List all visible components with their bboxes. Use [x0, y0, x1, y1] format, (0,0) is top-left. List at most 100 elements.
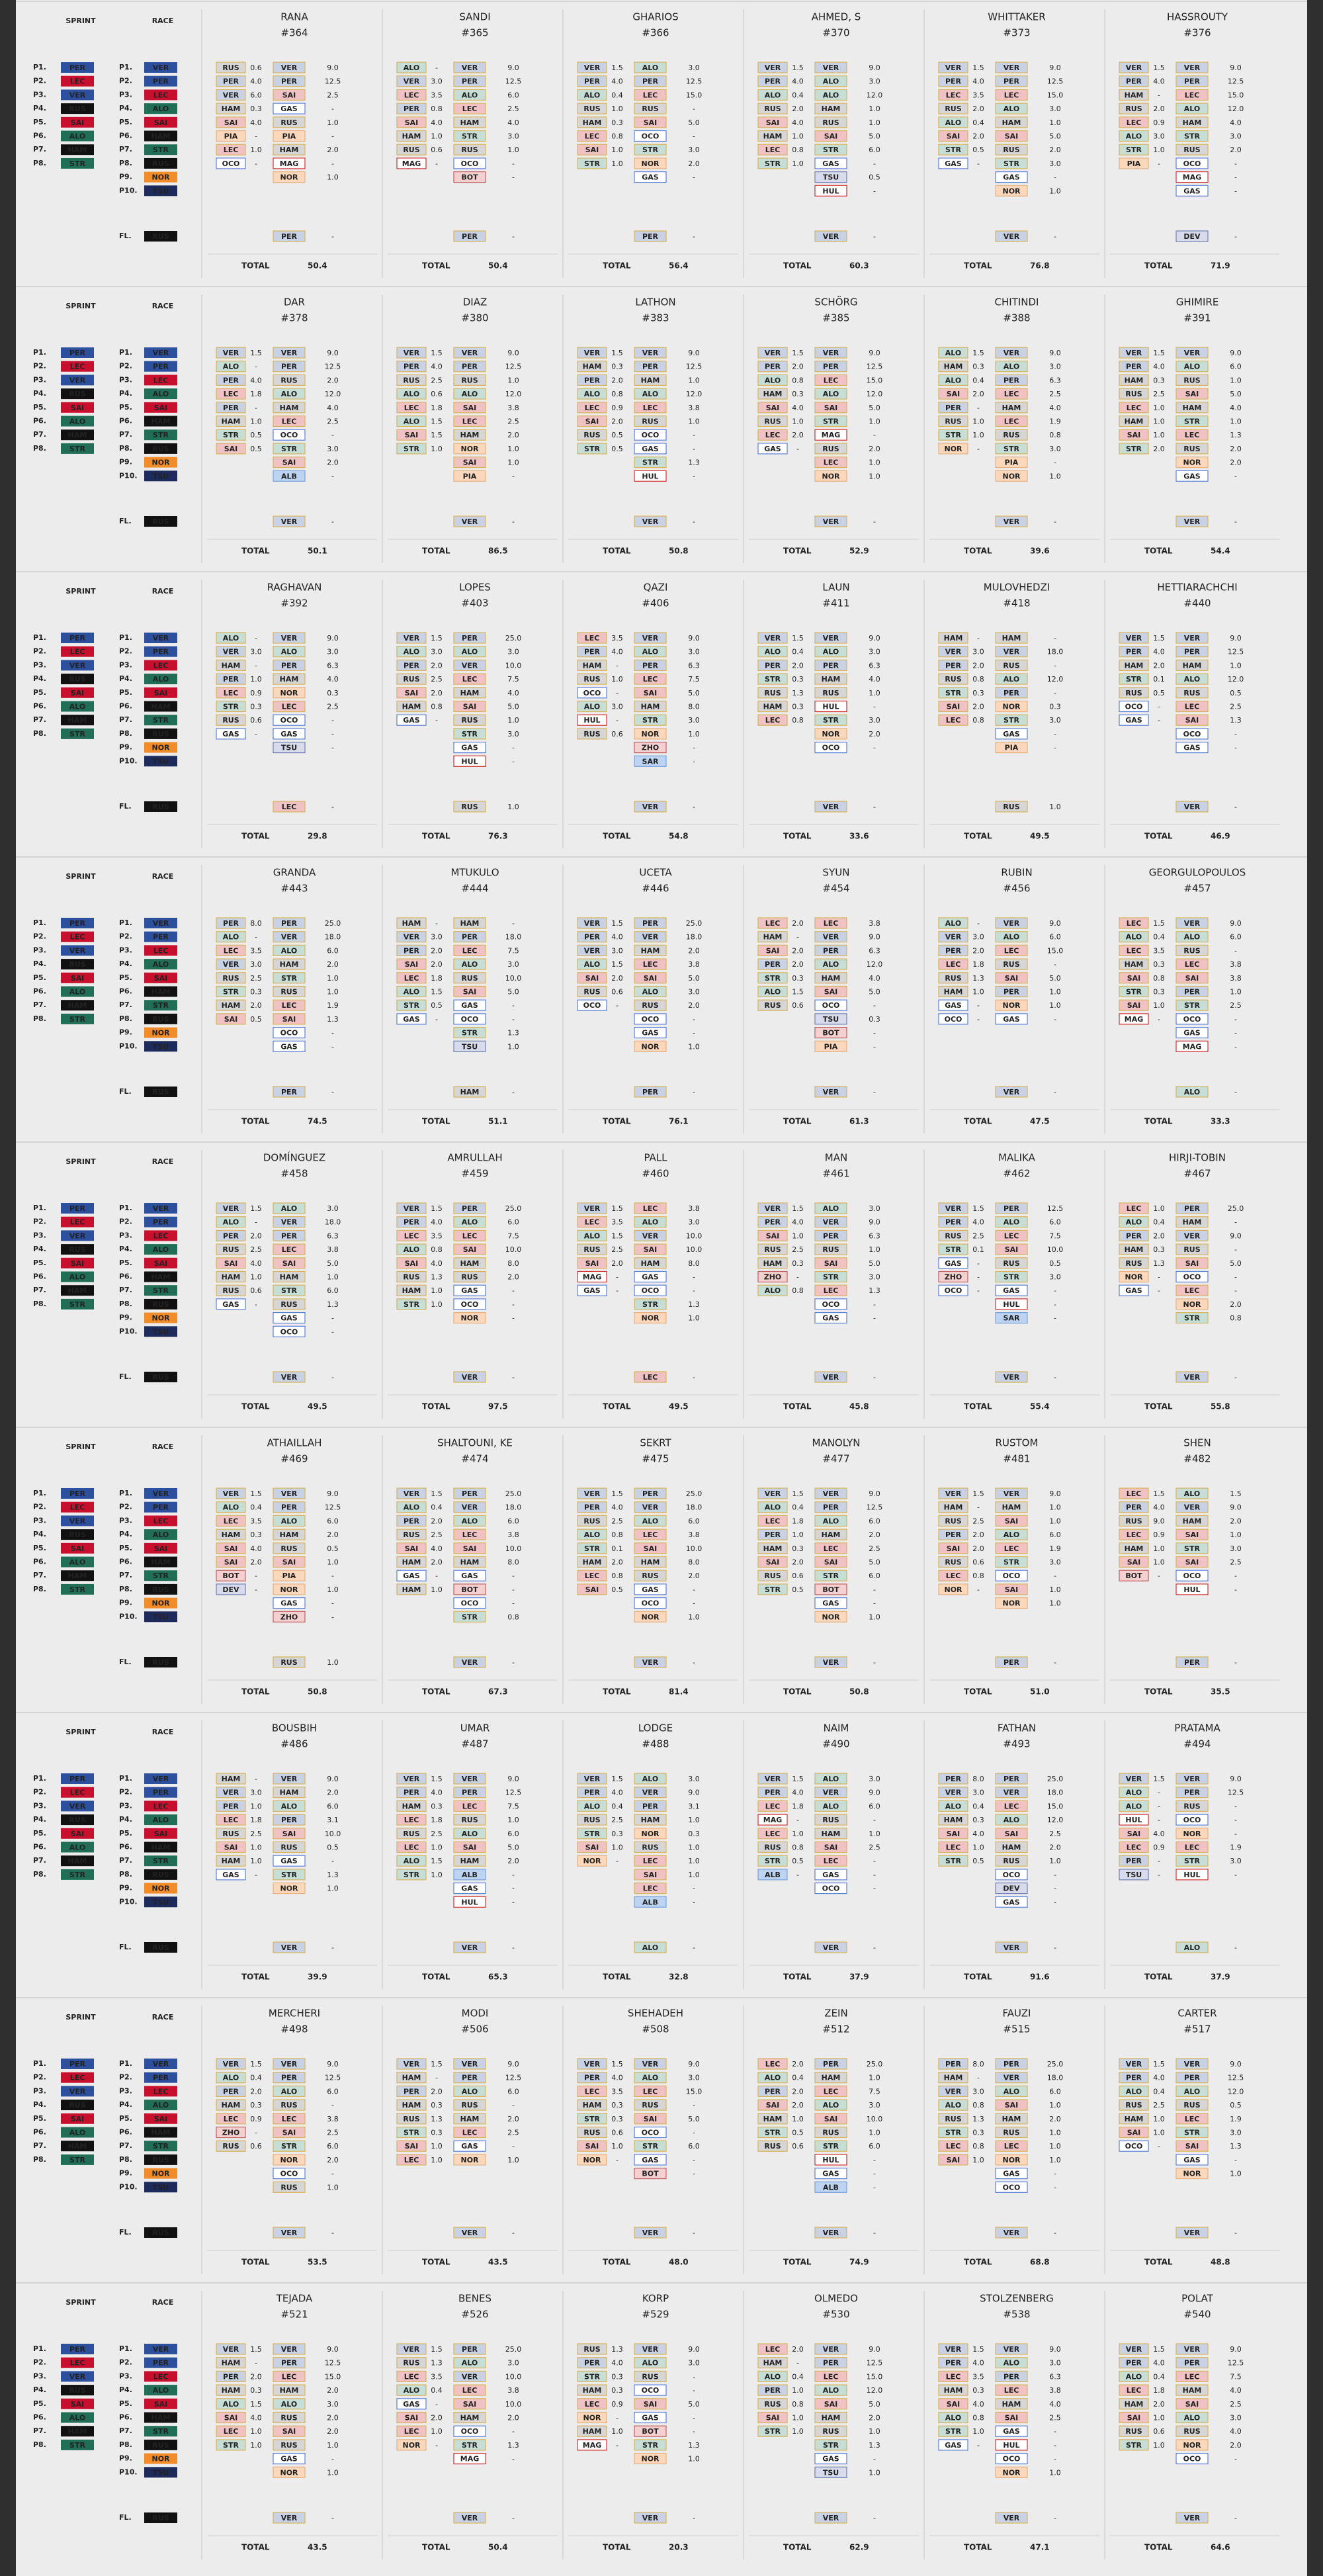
race-result: NOR: [151, 2170, 170, 2178]
race-pick: RUS: [642, 1001, 658, 1010]
race-points: -: [873, 1857, 876, 1865]
race-points: 9.0: [1230, 1231, 1242, 1240]
race-result-box: [144, 130, 177, 142]
sprint-pick: PER: [945, 661, 962, 670]
race-pick: HAM: [822, 2074, 841, 2082]
race-points: -: [693, 1286, 695, 1295]
race-pick: NOR: [280, 1885, 298, 1893]
race-pick: STR: [642, 146, 658, 154]
race-pick-box: [453, 157, 486, 169]
sprint-pick: PER: [1126, 1503, 1142, 1512]
race-points: 3.0: [1049, 1558, 1061, 1567]
race-points: -: [1234, 1245, 1237, 1254]
sprint-points: -: [977, 1286, 980, 1295]
race-pick: PER: [1003, 77, 1020, 86]
race-pick: SAI: [644, 1544, 658, 1553]
race-result: VER: [153, 634, 169, 643]
sprint-points: 2.0: [431, 1558, 443, 1567]
race-pick: SAI: [1185, 390, 1199, 398]
position-label: P1.: [33, 1489, 46, 1497]
fl-pick: VER: [823, 2229, 839, 2237]
race-points: 1.0: [1230, 418, 1242, 426]
sprint-points: 0.1: [1153, 675, 1165, 684]
sprint-pick: OCO: [222, 159, 240, 168]
sprint-points: 4.0: [431, 1218, 443, 1227]
fl-points: 1.0: [327, 1658, 339, 1667]
sprint-pick-box: [1119, 75, 1149, 87]
race-points: 12.0: [505, 390, 522, 398]
race-pick: HAM: [822, 2414, 841, 2422]
sprint-points: -: [1158, 91, 1160, 99]
race-pick: PER: [1003, 988, 1020, 997]
sprint-pick: GAS: [222, 730, 239, 738]
race-points: 1.0: [688, 1843, 700, 1852]
position-label: P5.: [119, 1544, 132, 1552]
player-name: RANA: [280, 11, 308, 23]
race-points: 1.0: [1049, 1503, 1061, 1512]
race-points: 1.0: [688, 2455, 700, 2464]
sprint-pick: RUS: [764, 418, 781, 426]
sprint-pick: PER: [404, 1218, 420, 1227]
race-points: 2.0: [507, 431, 519, 439]
sprint-points: 1.8: [972, 960, 984, 969]
fl-points: -: [693, 803, 695, 811]
race-points: -: [512, 919, 515, 928]
fl-points: -: [331, 2514, 334, 2522]
race-pick: PER: [462, 77, 478, 86]
sprint-points: 1.0: [611, 2142, 623, 2151]
sprint-pick: SAI: [947, 132, 960, 141]
sprint-points: -: [616, 2156, 619, 2164]
sprint-pick: PER: [584, 77, 601, 86]
fl-pick: RUS: [1003, 803, 1019, 811]
position-label: P2.: [33, 2358, 46, 2367]
race-points: -: [1234, 1286, 1237, 1295]
race-result: HAM: [151, 1558, 171, 1567]
race-pick: HAM: [460, 1558, 480, 1567]
fl-points: -: [873, 1943, 876, 1952]
sprint-pick: VER: [223, 1789, 239, 1797]
race-points: 5.0: [507, 703, 519, 711]
race-pick: VER: [1003, 349, 1020, 357]
race-points: 0.3: [327, 689, 339, 697]
sprint-pick: LEC: [946, 1843, 961, 1852]
sprint-pick: RUS: [403, 2359, 419, 2368]
sprint-pick-box: [396, 429, 427, 441]
race-points: 2.0: [507, 1857, 519, 1865]
sprint-result: VER: [69, 376, 86, 384]
sprint-pick: ALO: [765, 1286, 781, 1295]
sprint-points: -: [255, 2359, 257, 2368]
position-label: P8.: [119, 1300, 132, 1308]
sprint-result: HAM: [68, 1001, 87, 1010]
race-pick: SAI: [1005, 974, 1019, 983]
race-pick: ZHO: [642, 744, 660, 752]
sprint-points: 0.3: [972, 1816, 984, 1824]
race-points: 1.3: [327, 1871, 339, 1879]
player-number: #494: [1183, 1738, 1211, 1750]
sprint-pick: PER: [584, 2074, 601, 2082]
sprint-points: 1.8: [431, 404, 443, 412]
player-name: LAUN: [822, 582, 849, 594]
sprint-pick: PER: [945, 1775, 962, 1783]
sprint-pick: LEC: [404, 91, 419, 99]
sprint-pick: RUS: [222, 64, 239, 72]
sprint-points: 2.0: [611, 418, 623, 426]
race-pick: SAI: [463, 703, 477, 711]
sprint-pick: LEC: [765, 1802, 781, 1810]
race-pick: TSU: [823, 2468, 839, 2477]
sprint-pick: HAM: [583, 661, 602, 670]
sprint-pick-box: [577, 89, 607, 101]
sprint-result: SAI: [71, 404, 85, 412]
race-pick: HAM: [280, 2386, 299, 2395]
race-pick: HAM: [1183, 1218, 1202, 1227]
sprint-pick: SAI: [585, 1585, 599, 1594]
sprint-points: -: [616, 1286, 619, 1295]
race-points: -: [331, 1042, 334, 1051]
player-number: #457: [1183, 883, 1211, 895]
sprint-pick-box: [216, 429, 246, 441]
race-pick-box: [453, 171, 486, 183]
sprint-pick: PER: [1126, 363, 1142, 371]
sprint-pick: LEC: [765, 1830, 781, 1838]
race-pick: VER: [1184, 64, 1201, 72]
race-result-box: [144, 416, 177, 427]
sprint-pick: ZHO: [222, 2129, 240, 2137]
